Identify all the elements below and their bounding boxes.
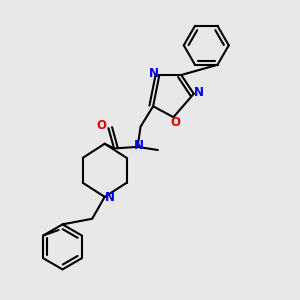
Text: N: N: [134, 140, 144, 152]
Text: O: O: [97, 119, 106, 132]
Text: N: N: [194, 86, 204, 99]
Text: N: N: [104, 191, 114, 204]
Text: O: O: [170, 116, 180, 129]
Text: N: N: [149, 67, 159, 80]
